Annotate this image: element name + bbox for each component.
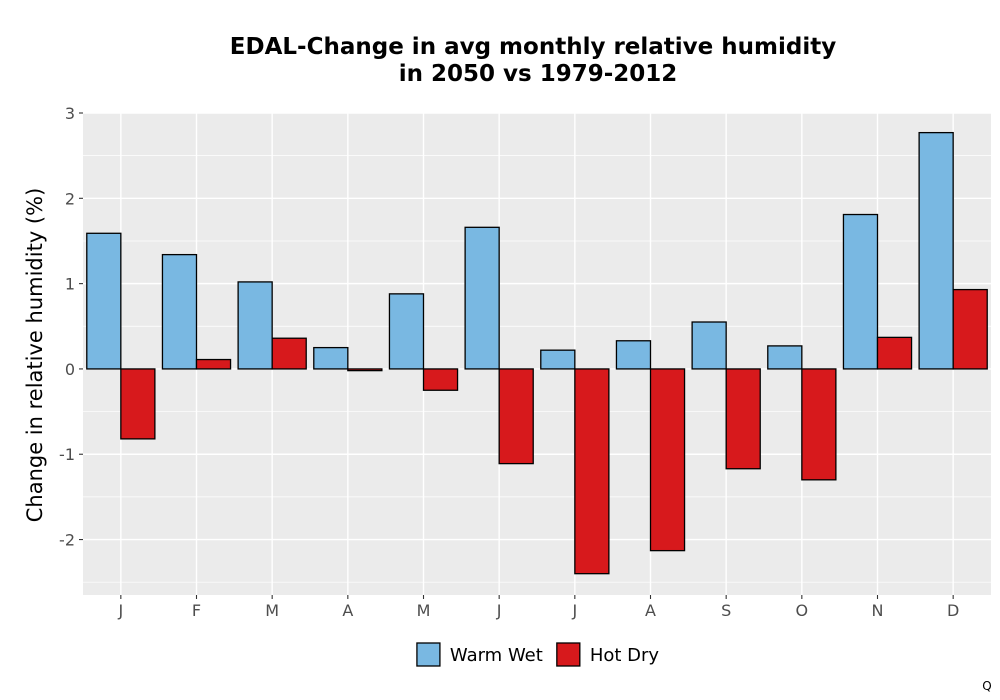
bar-warm-wet bbox=[237, 281, 273, 370]
grid-minor bbox=[83, 155, 991, 583]
x-tick-label: S bbox=[721, 601, 731, 620]
bar-hot-dry bbox=[422, 368, 459, 391]
legend-label-warm-wet: Warm Wet bbox=[450, 645, 543, 666]
bar-warm-wet bbox=[540, 349, 576, 370]
corner-mark: Q bbox=[982, 679, 991, 693]
bar-hot-dry bbox=[574, 368, 610, 575]
bar-warm-wet bbox=[313, 346, 349, 370]
legend-label-hot-dry: Hot Dry bbox=[590, 645, 660, 666]
bar-hot-dry bbox=[195, 358, 232, 370]
x-tick-label: A bbox=[645, 601, 656, 620]
bar-warm-wet bbox=[388, 293, 425, 370]
y-tick-label: 2 bbox=[65, 189, 75, 208]
bar-warm-wet bbox=[464, 226, 500, 370]
y-tick-label: 3 bbox=[65, 104, 75, 123]
x-tick-label: D bbox=[947, 601, 959, 620]
y-tick-label: 1 bbox=[65, 275, 75, 294]
bars bbox=[86, 131, 988, 575]
plot-panel bbox=[83, 113, 991, 595]
bar-hot-dry bbox=[952, 288, 988, 370]
y-axis-title: Change in relative humidity (%) bbox=[23, 188, 47, 523]
chart-title-line-2: in 2050 vs 1979-2012 bbox=[399, 61, 678, 87]
bar-warm-wet bbox=[86, 232, 122, 370]
y-tick-label: -1 bbox=[59, 445, 75, 464]
legend-key-hot-dry bbox=[556, 642, 581, 667]
x-tick-label: A bbox=[342, 601, 353, 620]
x-tick-label: J bbox=[117, 601, 123, 620]
legend: Warm Wet Hot Dry bbox=[416, 642, 660, 667]
bar-hot-dry bbox=[498, 368, 534, 465]
bar-warm-wet bbox=[615, 340, 652, 370]
x-tick-label: M bbox=[417, 601, 431, 620]
legend-key-warm-wet bbox=[416, 642, 441, 667]
x-tick-label: F bbox=[192, 601, 201, 620]
bar-warm-wet bbox=[691, 321, 727, 370]
bar-hot-dry bbox=[725, 368, 761, 470]
bar-hot-dry bbox=[120, 368, 156, 440]
bar-warm-wet bbox=[918, 131, 954, 370]
bar-warm-wet bbox=[842, 213, 879, 370]
bar-warm-wet bbox=[767, 345, 803, 370]
x-tick-label: J bbox=[496, 601, 502, 620]
x-tick-label: O bbox=[796, 601, 809, 620]
y-tick-label: -2 bbox=[59, 531, 75, 550]
bar-hot-dry bbox=[347, 368, 383, 372]
x-tick-label: J bbox=[571, 601, 577, 620]
bar-warm-wet bbox=[161, 253, 198, 370]
bar-hot-dry bbox=[876, 336, 913, 370]
bar-hot-dry bbox=[649, 368, 686, 552]
x-tick-label: N bbox=[872, 601, 884, 620]
y-tick-label: 0 bbox=[65, 360, 75, 379]
bar-hot-dry bbox=[271, 337, 307, 370]
bar-hot-dry bbox=[801, 368, 837, 481]
x-tick-label: M bbox=[265, 601, 279, 620]
y-axis: -2 -1 0 1 2 3 bbox=[59, 104, 83, 550]
chart-title-line-1: EDAL-Change in avg monthly relative humi… bbox=[230, 34, 836, 60]
